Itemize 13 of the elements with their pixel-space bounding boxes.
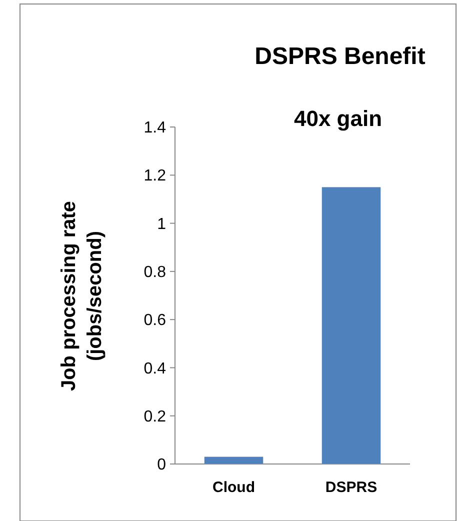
y-axis-title: Job processing rate (jobs/second) [58,200,106,392]
y-tick-label: 0.4 [144,360,166,378]
chart-title: DSPRS Benefit [254,43,426,70]
y-tick-label: 1.2 [144,168,166,185]
y-tick-label: 0.8 [144,264,166,282]
x-tick-label: DSPRS [325,479,378,496]
y-tick-label: 0.2 [144,408,166,426]
y-tick-label: 0 [157,456,166,474]
y-tick-label: 1 [157,216,166,233]
y-tick-label: 0.6 [144,312,166,330]
x-tick-label: Cloud [212,479,255,496]
y-tick-label: 1.4 [144,120,166,137]
annotation: 40x gain [294,106,382,131]
